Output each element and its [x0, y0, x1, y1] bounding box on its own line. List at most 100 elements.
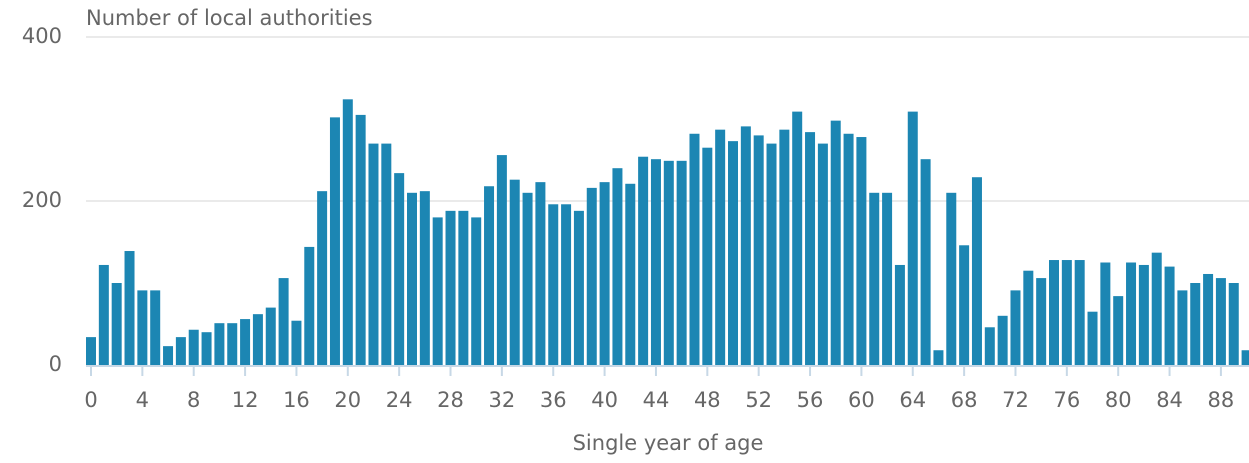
bar	[1049, 260, 1059, 365]
bar	[753, 135, 764, 365]
bar	[432, 217, 443, 365]
bar	[214, 323, 225, 365]
bar	[1087, 311, 1098, 365]
bar	[728, 141, 738, 365]
x-tick-label: 12	[232, 388, 259, 412]
y-tick-label: 0	[49, 352, 62, 376]
bar	[1164, 266, 1175, 365]
bar	[1241, 350, 1249, 365]
bar	[1100, 262, 1111, 365]
bar	[484, 186, 495, 365]
bar	[252, 314, 263, 365]
bar	[740, 126, 751, 365]
x-tick-label: 64	[899, 388, 926, 412]
x-tick-label: 76	[1053, 388, 1080, 412]
bar	[240, 319, 251, 365]
x-tick-label: 36	[540, 388, 567, 412]
bar	[496, 155, 507, 365]
chart-title: Number of local authorities	[86, 6, 373, 30]
bar	[1228, 283, 1239, 365]
x-tick-label: 68	[951, 388, 978, 412]
x-tick-label: 8	[187, 388, 200, 412]
bar	[509, 179, 520, 365]
bar	[907, 111, 918, 366]
bar	[368, 143, 379, 365]
bar	[111, 283, 122, 365]
x-axis-label: Single year of age	[573, 431, 764, 455]
bar	[1126, 262, 1137, 365]
bar	[227, 323, 238, 365]
bar	[535, 182, 546, 365]
x-tick-label: 48	[694, 388, 721, 412]
x-tick-label: 32	[489, 388, 516, 412]
bar	[1010, 290, 1021, 365]
bar	[805, 132, 816, 365]
y-tick-label: 400	[22, 24, 62, 48]
bar	[458, 210, 469, 365]
bar	[98, 264, 109, 365]
bar	[843, 133, 854, 365]
x-tick-label: 0	[84, 388, 97, 412]
bar	[894, 264, 905, 365]
bar	[792, 111, 803, 366]
x-tick-label: 88	[1208, 388, 1235, 412]
bar	[317, 191, 328, 365]
bar	[278, 278, 289, 365]
bar	[612, 168, 623, 365]
bar	[689, 133, 700, 365]
bar	[201, 332, 212, 365]
bar	[419, 191, 430, 365]
bar	[355, 114, 366, 366]
bar	[394, 173, 405, 365]
x-tick-label: 84	[1156, 388, 1183, 412]
bar	[882, 192, 893, 365]
bar	[663, 160, 674, 365]
bar	[933, 350, 944, 365]
bar	[1203, 273, 1214, 365]
bar	[1036, 278, 1047, 365]
x-tick-label: 44	[643, 388, 670, 412]
bar	[1023, 270, 1034, 365]
bar	[342, 99, 353, 365]
x-tick-label: 20	[334, 388, 361, 412]
bar	[381, 143, 392, 365]
bar	[625, 183, 636, 365]
bar	[1138, 264, 1149, 365]
bar	[265, 307, 276, 365]
bar	[124, 251, 135, 365]
bar	[1151, 252, 1162, 365]
bar	[959, 245, 970, 365]
x-tick-label: 80	[1105, 388, 1132, 412]
bar	[163, 346, 174, 365]
bar	[1061, 260, 1072, 365]
bar	[650, 159, 661, 365]
x-tick-label: 72	[1002, 388, 1029, 412]
bar	[137, 290, 148, 365]
bar	[522, 192, 533, 365]
bar	[175, 337, 186, 365]
bar	[830, 120, 841, 365]
bar	[471, 217, 482, 365]
x-tick-label: 40	[591, 388, 618, 412]
bar	[291, 320, 302, 365]
bar	[817, 143, 828, 365]
x-tick-label: 16	[283, 388, 310, 412]
bar	[869, 192, 880, 365]
bar	[1177, 290, 1188, 365]
bar	[329, 117, 340, 365]
bar	[188, 329, 199, 365]
bar	[1215, 278, 1226, 365]
bar	[984, 327, 995, 365]
bar	[779, 129, 790, 365]
bar	[599, 182, 610, 365]
bar	[586, 187, 597, 365]
bar	[86, 337, 96, 365]
bar	[150, 290, 161, 365]
bar	[856, 137, 867, 365]
x-tick-label: 28	[437, 388, 464, 412]
x-tick-label: 52	[745, 388, 772, 412]
bar	[766, 143, 777, 365]
bar	[1113, 296, 1124, 365]
bar	[1190, 283, 1201, 365]
